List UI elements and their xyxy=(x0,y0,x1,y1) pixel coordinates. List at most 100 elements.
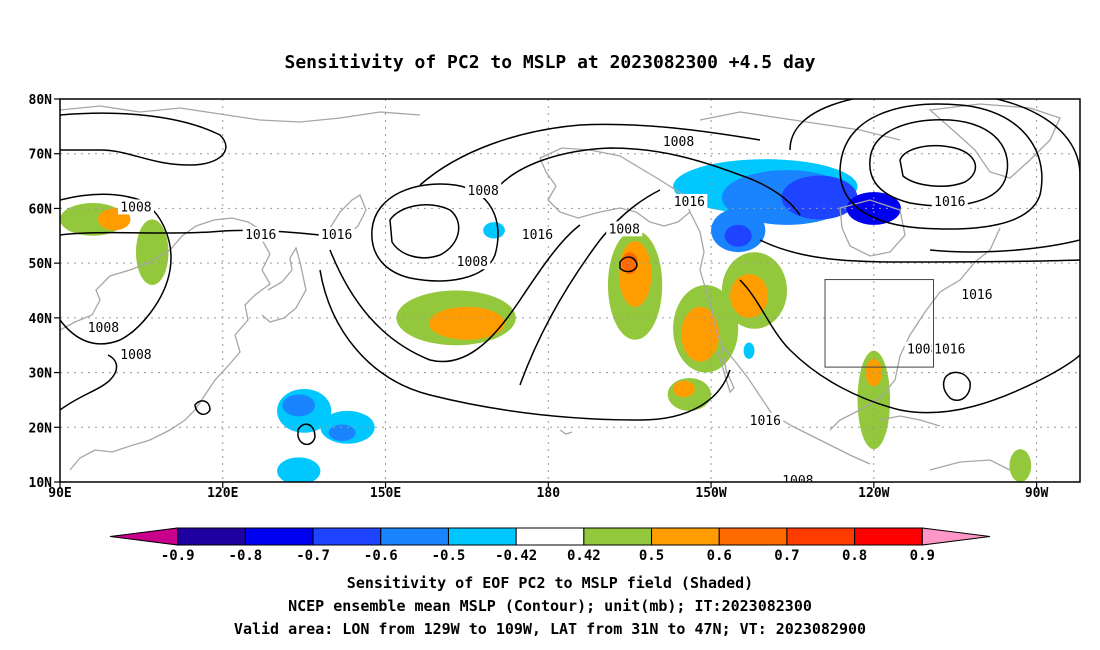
colorbar-under-triangle xyxy=(109,527,179,546)
latitude-tick-label: 70N xyxy=(29,148,53,163)
contour-label: 1008 xyxy=(663,135,694,150)
contour-label: 1008 xyxy=(88,321,119,336)
contour-label: 1016 xyxy=(245,228,276,243)
latitude-axis: 10N 20N 30N 40N 50N 60N 70N 80N xyxy=(29,93,60,491)
contour-1016-pacific xyxy=(319,269,731,421)
colorbar-label: 0.9 xyxy=(910,548,935,564)
contour-1016-na-2 xyxy=(759,239,1080,263)
contour-1000-low xyxy=(869,119,1009,207)
longitude-tick-label: 90W xyxy=(1025,486,1049,501)
contour-label-background xyxy=(117,199,154,215)
colorbar-label: -0.5 xyxy=(432,548,466,564)
positive-sensitivity-area xyxy=(428,306,505,340)
positive-sensitivity-area xyxy=(618,241,652,307)
contour-label: 1016 xyxy=(522,228,553,243)
contour-label: 1008 xyxy=(120,200,151,215)
colorbar-label: -0.8 xyxy=(229,548,263,564)
latitude-tick-label: 50N xyxy=(29,257,53,272)
contour-label-background xyxy=(117,347,154,363)
colorbar-label: 0.7 xyxy=(774,548,799,564)
colorbar-swatch xyxy=(854,527,923,546)
contour-label: 1008 xyxy=(120,348,151,363)
colorbar-label: -0.42 xyxy=(495,548,537,564)
map-frame xyxy=(59,98,1081,483)
caption-line-3: Valid area: LON from 129W to 109W, LAT f… xyxy=(234,620,866,638)
contour-1016-asia-west xyxy=(60,354,118,411)
coastline-asia xyxy=(60,217,271,471)
valid-area-box xyxy=(824,279,935,368)
negative-sensitivity-area xyxy=(282,394,316,417)
contour-label: 1008 xyxy=(468,184,499,199)
latitude-tick-label: 10N xyxy=(29,476,53,491)
colorbar-label: -0.9 xyxy=(161,548,195,564)
colorbar-swatch xyxy=(244,527,314,546)
colorbar: -0.9 -0.8 -0.7 -0.6 -0.5 -0.42 0.42 0.5 0.6 0.7 0.… xyxy=(109,527,991,564)
negative-sensitivity-area xyxy=(781,175,858,220)
latitude-tick-label: 60N xyxy=(29,202,53,217)
longitude-tick-label: 120W xyxy=(858,486,889,501)
contour-small-pac-1 xyxy=(619,256,638,273)
negative-sensitivity-area xyxy=(277,457,321,482)
coastline-greenland xyxy=(928,103,1061,179)
chart-title: Sensitivity of PC2 to MSLP at 2023082300… xyxy=(284,52,815,73)
longitude-tick-label: 180 xyxy=(537,486,561,501)
contour-1008-alaska xyxy=(499,147,801,216)
negative-sensitivity-area xyxy=(724,224,752,247)
contour-label: 1016 xyxy=(961,288,992,303)
coastline-hawaii xyxy=(559,429,573,435)
colorbar-label: 0.8 xyxy=(842,548,867,564)
coastline-canada-arctic xyxy=(699,111,901,141)
contour-label-background xyxy=(747,412,784,428)
contour-label: 1008 xyxy=(457,255,488,270)
contour-label: 1016 xyxy=(750,414,781,429)
latitude-tick-label: 40N xyxy=(29,312,53,327)
contour-label: 1016 xyxy=(321,228,352,243)
contour-small-pac-3 xyxy=(297,423,316,446)
contour-label-background xyxy=(779,473,816,482)
colorbar-swatch xyxy=(447,527,517,546)
coastline-north-america-east xyxy=(829,227,1001,431)
latitude-tick-label: 20N xyxy=(29,421,53,436)
contour-label-background xyxy=(671,193,708,209)
contour-1016-asia-north xyxy=(60,229,321,236)
contour-992-low xyxy=(899,144,977,187)
negative-sensitivity-area xyxy=(483,222,505,239)
contour-label: 1008 xyxy=(782,474,813,489)
mslp-contours xyxy=(60,99,1080,446)
longitude-axis: 90E 120E 150E 180 150W 120W 90W xyxy=(48,482,1049,501)
contour-label: 1016 xyxy=(674,195,705,210)
contour-label-background xyxy=(606,221,643,237)
positive-sensitivity-area xyxy=(135,219,169,286)
contour-label-background xyxy=(1078,133,1080,149)
colorbar-label: -0.7 xyxy=(296,548,330,564)
colorbar-swatch xyxy=(177,527,246,546)
contour-1016-arctic-east xyxy=(419,123,761,186)
contour-1008-low-outer xyxy=(839,103,1043,230)
colorbar-label: 0.6 xyxy=(707,548,732,564)
contour-1008-low-dateline xyxy=(389,204,460,259)
contour-label-background xyxy=(465,183,502,199)
colorbar-label: 0.5 xyxy=(639,548,664,564)
coastline-caribbean xyxy=(879,415,941,427)
contour-label-background xyxy=(660,133,697,149)
contour-1008-west xyxy=(60,193,172,345)
colorbar-swatch xyxy=(651,527,720,546)
lat-lon-grid xyxy=(60,99,1080,482)
colorbar-swatch xyxy=(583,527,653,546)
latitude-tick-label: 80N xyxy=(29,93,53,108)
contour-label-background xyxy=(931,341,968,357)
colorbar-swatch xyxy=(312,527,382,546)
colorbar-label: 0.42 xyxy=(567,548,601,564)
positive-sensitivity-area xyxy=(1009,449,1032,482)
contour-label-background xyxy=(85,319,122,335)
contour-1016-na xyxy=(739,279,1080,414)
sensitivity-shading xyxy=(60,159,1032,482)
coastlines xyxy=(60,103,1061,471)
contour-small-pac-2 xyxy=(194,400,211,416)
contour-label-background xyxy=(931,193,968,209)
contour-label: 1016 xyxy=(934,195,965,210)
colorbar-swatch xyxy=(380,527,449,546)
contour-1016-east xyxy=(789,99,1080,253)
contour-small-atl xyxy=(942,371,971,402)
